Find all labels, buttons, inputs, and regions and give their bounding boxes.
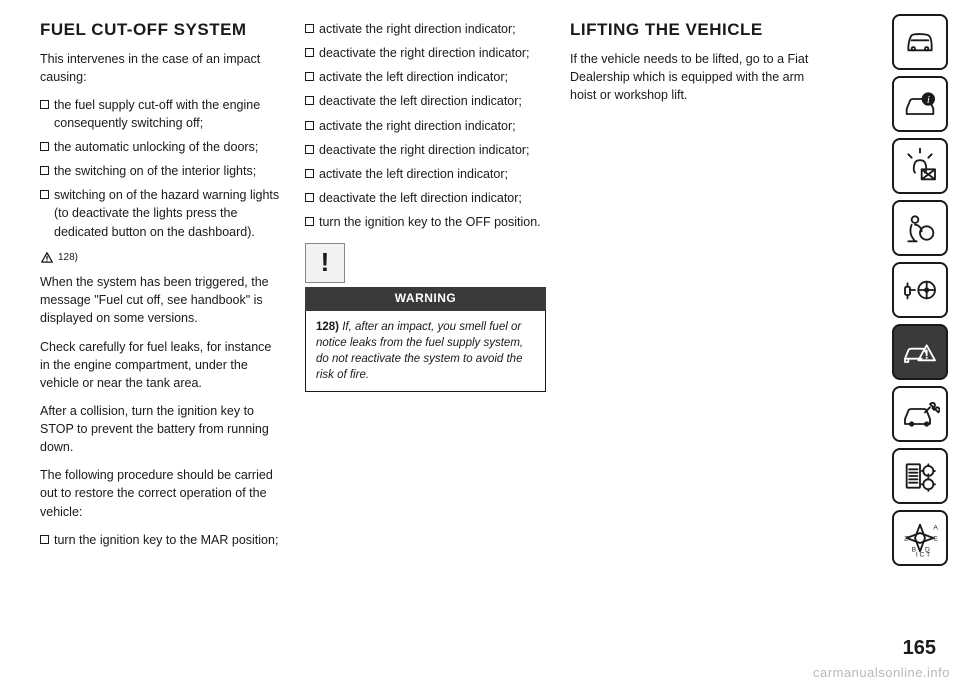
bullet-list-3: activate the right direction indicator; …	[305, 20, 546, 231]
list-item: the switching on of the interior lights;	[40, 162, 281, 180]
bullet-list-2: turn the ignition key to the MAR positio…	[40, 531, 281, 549]
car-service-icon[interactable]	[892, 386, 948, 442]
sidebar-nav: i Z E B D A I C T	[892, 14, 948, 566]
column-1: FUEL CUT-OFF SYSTEM This intervenes in t…	[40, 20, 305, 660]
list-item: the automatic unlocking of the doors;	[40, 138, 281, 156]
key-steering-icon[interactable]	[892, 262, 948, 318]
svg-text:E: E	[933, 536, 938, 543]
car-info-icon[interactable]: i	[892, 76, 948, 132]
list-item: deactivate the right direction indicator…	[305, 141, 546, 159]
intro-text: This intervenes in the case of an impact…	[40, 50, 281, 86]
paragraph: After a collision, turn the ignition key…	[40, 402, 281, 456]
svg-text:i: i	[927, 94, 930, 106]
list-item: deactivate the right direction indicator…	[305, 44, 546, 62]
paragraph: If the vehicle needs to be lifted, go to…	[570, 50, 811, 104]
list-item: turn the ignition key to the MAR positio…	[40, 531, 281, 549]
svg-text:Z: Z	[904, 536, 908, 543]
list-item: switching on of the hazard warning light…	[40, 186, 281, 240]
car-warning-triangle-icon[interactable]	[892, 324, 948, 380]
warning-box: ! WARNING 128) If, after an impact, you …	[305, 243, 546, 392]
warning-bar: WARNING	[305, 287, 546, 310]
list-item: activate the left direction indicator;	[305, 165, 546, 183]
manual-page: FUEL CUT-OFF SYSTEM This intervenes in t…	[0, 0, 890, 660]
list-item: turn the ignition key to the OFF positio…	[305, 213, 546, 231]
list-item: deactivate the left direction indicator;	[305, 92, 546, 110]
page-number: 165	[903, 637, 936, 660]
footnote-number: 128)	[58, 251, 78, 266]
warning-text: If, after an impact, you smell fuel or n…	[316, 321, 523, 381]
warning-light-icon[interactable]	[892, 138, 948, 194]
list-item: activate the right direction indicator;	[305, 117, 546, 135]
compass-icon[interactable]: Z E B D A I C T	[892, 510, 948, 566]
heading-lifting: LIFTING THE VEHICLE	[570, 20, 811, 40]
svg-text:A: A	[933, 525, 938, 532]
list-item: deactivate the left direction indicator;	[305, 189, 546, 207]
column-2: activate the right direction indicator; …	[305, 20, 570, 660]
warning-exclamation-icon: !	[305, 243, 345, 283]
list-item: the fuel supply cut-off with the engine …	[40, 96, 281, 132]
paragraph: When the system has been triggered, the …	[40, 273, 281, 327]
airbag-icon[interactable]	[892, 200, 948, 256]
car-front-icon[interactable]	[892, 14, 948, 70]
footnote-marker: 128)	[40, 251, 78, 266]
list-item: activate the left direction indicator;	[305, 68, 546, 86]
spec-sheet-icon[interactable]	[892, 448, 948, 504]
list-item: activate the right direction indicator;	[305, 20, 546, 38]
warning-body: 128) If, after an impact, you smell fuel…	[305, 311, 546, 392]
paragraph: The following procedure should be carrie…	[40, 466, 281, 520]
heading-fuel-cutoff: FUEL CUT-OFF SYSTEM	[40, 20, 281, 40]
svg-text:I C T: I C T	[916, 551, 930, 558]
warning-number: 128)	[316, 321, 339, 333]
bullet-list-1: the fuel supply cut-off with the engine …	[40, 96, 281, 241]
footer-watermark: carmanualsonline.info	[813, 665, 950, 680]
paragraph: Check carefully for fuel leaks, for inst…	[40, 338, 281, 392]
column-3: LIFTING THE VEHICLE If the vehicle needs…	[570, 20, 835, 660]
